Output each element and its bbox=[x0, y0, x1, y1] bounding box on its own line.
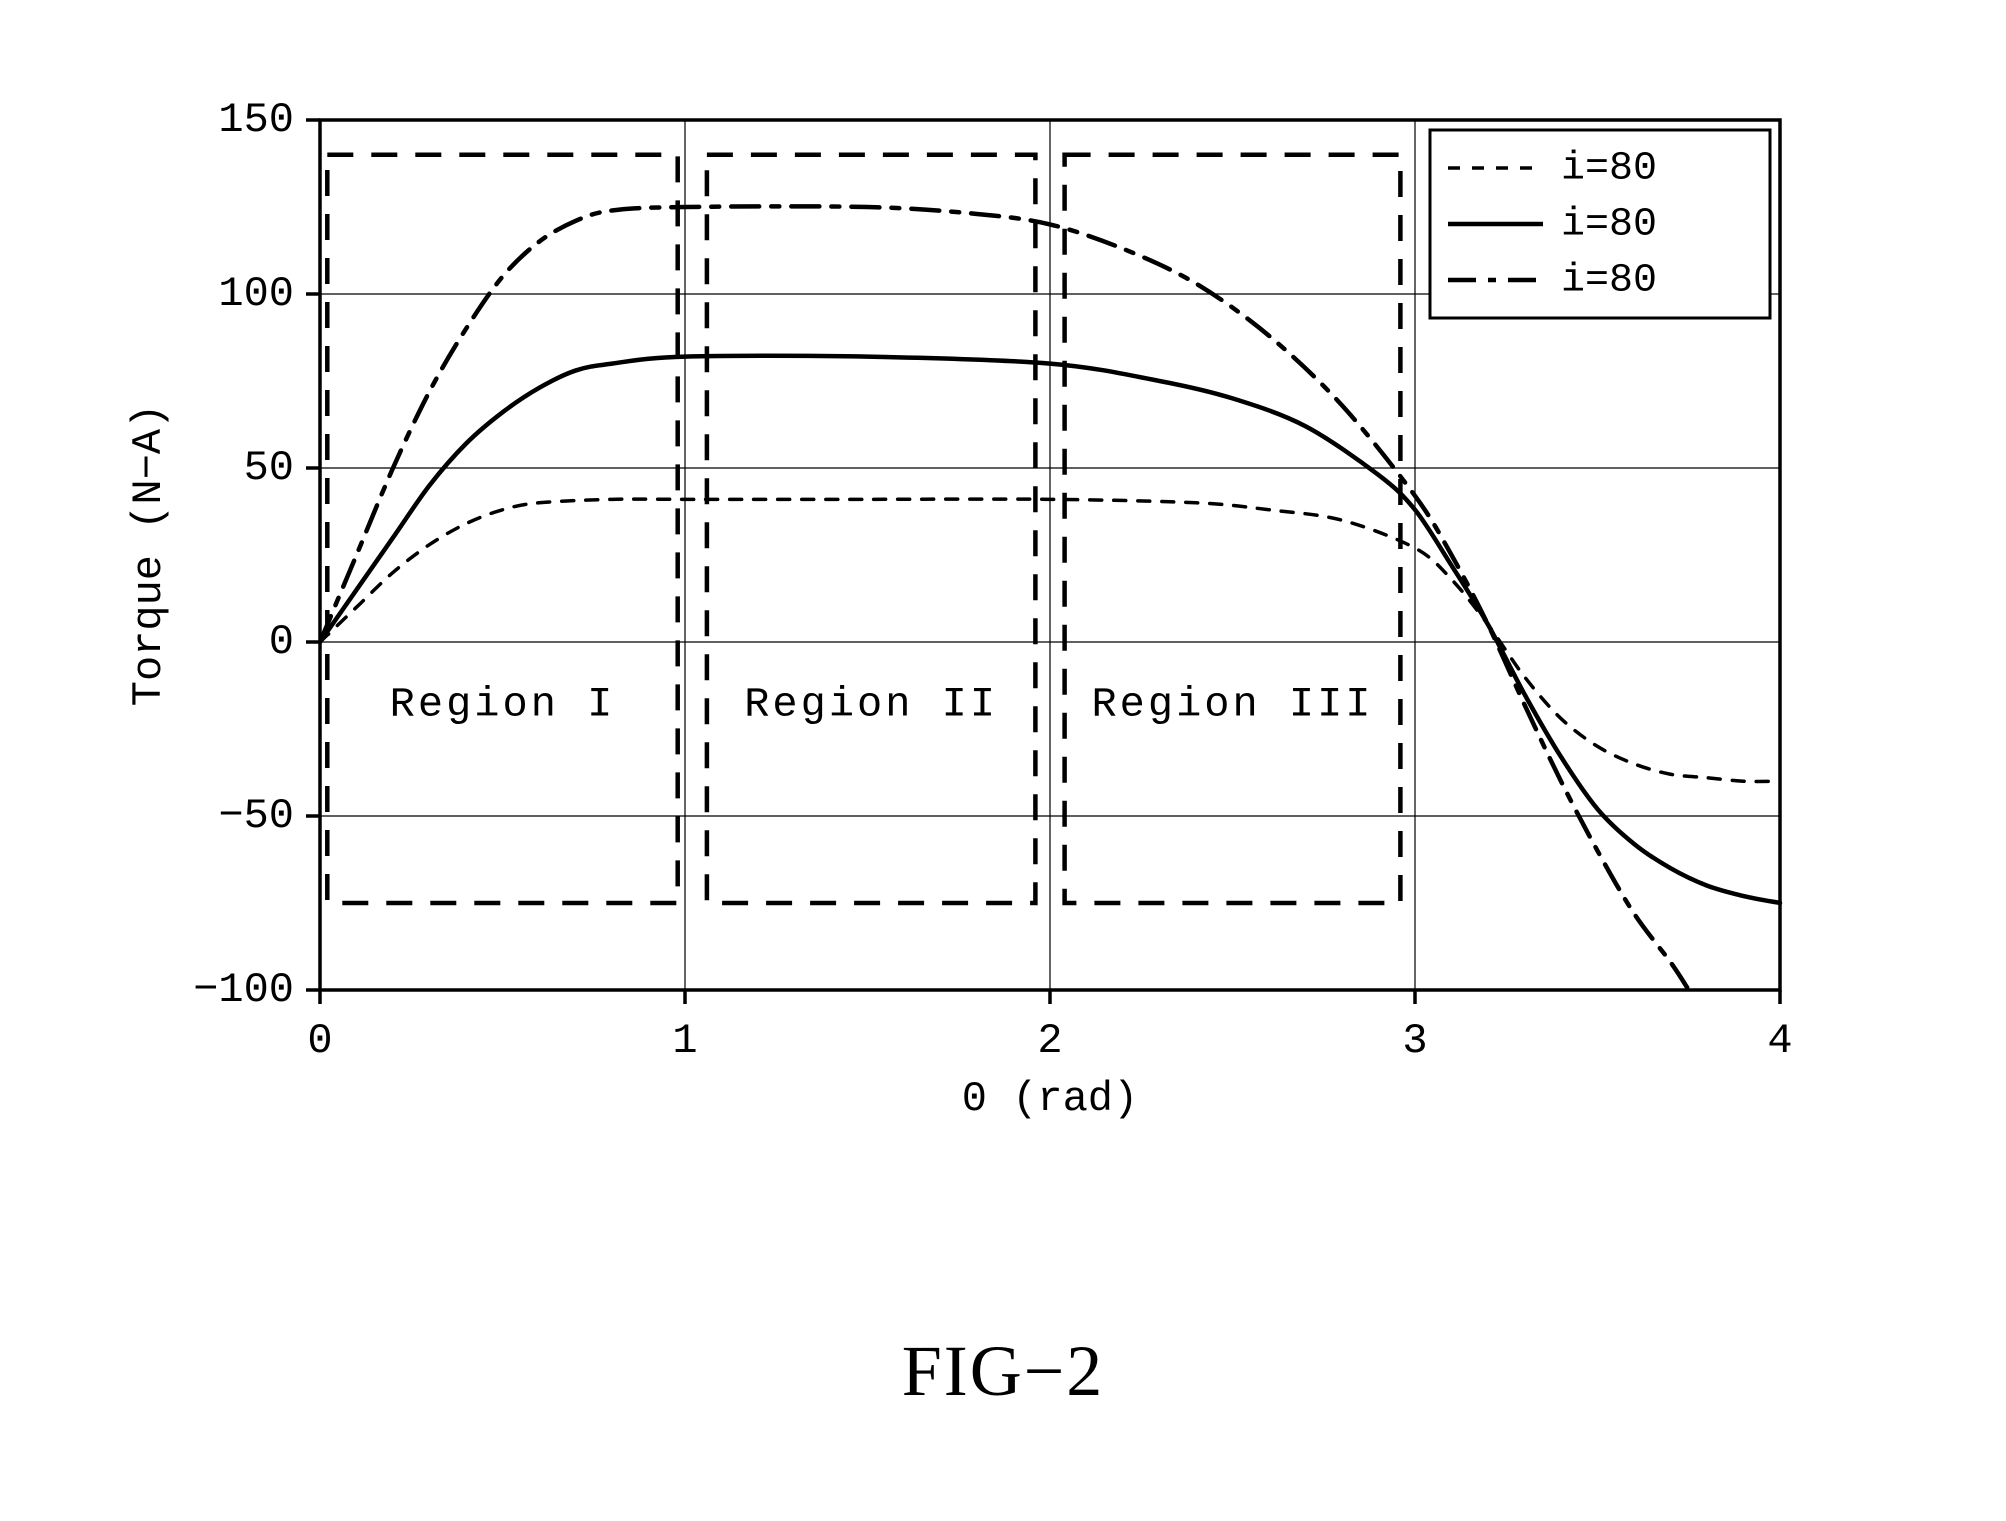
x-tick-label: 2 bbox=[1037, 1017, 1062, 1065]
x-tick-label: 1 bbox=[672, 1017, 697, 1065]
x-axis-label: 0 (rad) bbox=[962, 1075, 1138, 1123]
y-tick-label: 0 bbox=[269, 618, 294, 666]
y-tick-label: 50 bbox=[244, 444, 294, 492]
region-label: Region III bbox=[1091, 681, 1373, 729]
legend-label: i=80 bbox=[1561, 203, 1657, 248]
torque-chart: Region I Region II Region III 0 1 2 3 4 −100 −50 0… bbox=[120, 80, 1820, 1180]
y-tick-label: 100 bbox=[218, 270, 294, 318]
x-tick-label: 0 bbox=[307, 1017, 332, 1065]
figure-caption: FIG−2 bbox=[0, 1330, 2006, 1413]
y-tick-label: −50 bbox=[218, 792, 294, 840]
x-tick-label: 4 bbox=[1767, 1017, 1792, 1065]
y-tick-label: −100 bbox=[193, 966, 294, 1014]
legend-label: i=80 bbox=[1561, 147, 1657, 192]
x-tick-label: 3 bbox=[1402, 1017, 1427, 1065]
y-axis-label: Torque (N−A) bbox=[125, 404, 173, 706]
legend-label: i=80 bbox=[1561, 259, 1657, 304]
y-tick-label: 150 bbox=[218, 96, 294, 144]
region-label: Region II bbox=[744, 681, 998, 729]
region-label: Region I bbox=[390, 681, 616, 729]
